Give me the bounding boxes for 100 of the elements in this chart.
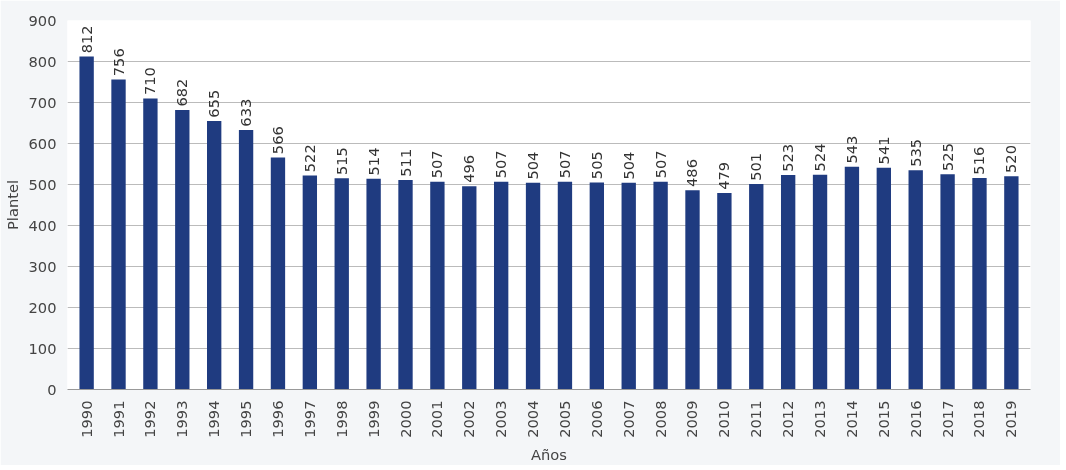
- bar: [940, 174, 955, 390]
- x-tick-label: 2003: [492, 400, 510, 438]
- x-tick-label: 2019: [1002, 400, 1020, 438]
- data-label: 682: [173, 78, 191, 107]
- x-tick-label: 2006: [587, 400, 605, 438]
- x-tick-label: 1999: [364, 400, 382, 438]
- y-tick-label: 500: [28, 175, 57, 193]
- x-tick-label: 2000: [396, 400, 414, 438]
- data-label: 523: [779, 143, 797, 172]
- bar: [972, 177, 987, 390]
- bar: [111, 79, 126, 390]
- x-tick-label: 2008: [651, 400, 669, 438]
- bar: [908, 170, 923, 390]
- bar: [238, 129, 254, 390]
- x-tick-label: 2010: [715, 400, 733, 438]
- data-label: 507: [555, 150, 573, 179]
- bar: [717, 193, 732, 390]
- y-tick-label: 600: [28, 134, 57, 152]
- data-label: 541: [874, 136, 892, 165]
- data-label: 516: [970, 146, 988, 175]
- data-label: 511: [396, 148, 414, 177]
- x-tick-label: 2014: [842, 400, 860, 438]
- x-tick-label: 2012: [779, 400, 797, 438]
- bar: [398, 179, 413, 390]
- x-tick-label: 2013: [811, 400, 829, 438]
- bar: [812, 174, 828, 390]
- x-tick-label: 1998: [332, 400, 350, 438]
- bar: [557, 181, 573, 390]
- y-tick-label: 800: [28, 52, 57, 70]
- bar: [685, 190, 700, 390]
- y-tick-label: 100: [28, 339, 57, 357]
- data-label: 812: [77, 25, 95, 54]
- bar: [589, 182, 605, 390]
- data-label: 524: [811, 143, 829, 172]
- x-tick-label: 1994: [205, 400, 223, 438]
- data-label: 505: [587, 151, 605, 180]
- data-label: 496: [460, 154, 478, 183]
- data-label: 566: [268, 126, 286, 155]
- x-tick-label: 2016: [906, 400, 924, 438]
- x-tick-label: 2015: [874, 400, 892, 438]
- data-label: 522: [300, 144, 318, 173]
- x-tick-label: 2002: [460, 400, 478, 438]
- x-tick-label: 2005: [555, 400, 573, 438]
- data-label: 655: [205, 89, 223, 118]
- bar: [749, 184, 764, 390]
- y-axis-title: Plantel: [3, 179, 21, 231]
- bar: [876, 167, 891, 390]
- x-tick-label: 1996: [268, 400, 286, 438]
- x-tick-label: 1995: [237, 400, 255, 438]
- bar: [621, 182, 636, 390]
- bar: [270, 157, 286, 390]
- y-tick-label: 900: [28, 11, 57, 29]
- bar: [302, 175, 318, 390]
- data-label: 501: [747, 152, 765, 181]
- data-label: 756: [109, 48, 127, 77]
- x-tick-label: 2011: [747, 400, 765, 438]
- x-tick-label: 2018: [970, 400, 988, 438]
- data-label: 504: [524, 151, 542, 180]
- data-label: 633: [237, 98, 255, 127]
- bar: [366, 178, 381, 390]
- x-tick-label: 1992: [141, 400, 159, 438]
- data-label: 507: [651, 150, 669, 179]
- data-label: 525: [938, 142, 956, 171]
- x-tick-label: 2009: [683, 400, 701, 438]
- y-tick-label: 300: [28, 257, 57, 275]
- data-label: 507: [428, 150, 446, 179]
- y-tick-label: 700: [28, 93, 57, 111]
- x-tick-label: 1990: [77, 400, 95, 438]
- data-label: 486: [683, 158, 701, 187]
- data-label: 515: [332, 147, 350, 176]
- data-label: 520: [1002, 145, 1020, 174]
- bar: [462, 186, 477, 390]
- y-tick-label: 200: [28, 298, 57, 316]
- data-label: 514: [364, 147, 382, 176]
- bar: [653, 181, 668, 390]
- data-label: 504: [619, 151, 637, 180]
- x-tick-label: 2017: [938, 400, 956, 438]
- x-tick-label: 1991: [109, 400, 127, 438]
- data-label: 710: [141, 67, 159, 96]
- y-tick-label: 400: [28, 216, 57, 234]
- data-label: 535: [906, 138, 924, 167]
- bar: [525, 182, 541, 390]
- bar: [844, 166, 860, 390]
- bar: [79, 56, 94, 390]
- data-label: 543: [842, 135, 860, 164]
- bar: [207, 120, 222, 390]
- bar: [780, 175, 796, 390]
- data-label: 479: [715, 161, 733, 190]
- y-tick-label: 0: [47, 380, 57, 398]
- x-tick-label: 2004: [524, 400, 542, 438]
- bar: [430, 181, 445, 390]
- bar: [175, 109, 190, 390]
- x-tick-label: 1993: [173, 400, 191, 438]
- bar: [334, 178, 349, 390]
- data-label: 507: [492, 150, 510, 179]
- x-tick-label: 1997: [300, 400, 318, 438]
- bar: [493, 181, 509, 390]
- x-tick-label: 2007: [619, 400, 637, 438]
- bar: [143, 98, 158, 390]
- x-tick-label: 2001: [428, 400, 446, 438]
